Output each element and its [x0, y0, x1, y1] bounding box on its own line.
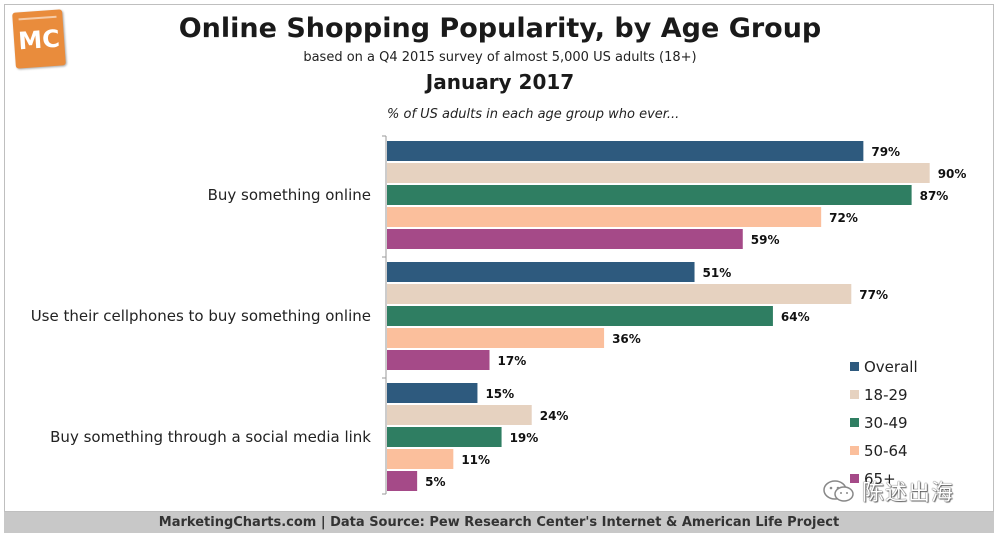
legend-label: 18-29 — [864, 386, 908, 404]
data-label: 17% — [498, 354, 527, 368]
bar — [387, 328, 605, 348]
legend-swatch — [850, 418, 859, 427]
watermark-text: 陈述出海 — [862, 481, 955, 506]
chart-subtitle: based on a Q4 2015 survey of almost 5,00… — [303, 50, 697, 65]
bar — [387, 449, 454, 469]
data-label: 19% — [510, 431, 539, 445]
data-label: 15% — [485, 387, 514, 401]
data-label: 24% — [540, 409, 569, 423]
data-label: 64% — [781, 310, 810, 324]
bar — [387, 262, 695, 282]
legend-label: Overall — [864, 358, 918, 376]
chart-annotation: % of US adults in each age group who eve… — [387, 107, 680, 122]
bar — [387, 383, 478, 403]
data-label: 36% — [612, 332, 641, 346]
legend-swatch — [850, 474, 859, 483]
bar — [387, 350, 490, 370]
data-label: 72% — [829, 211, 858, 225]
data-label: 79% — [871, 145, 900, 159]
data-label: 51% — [703, 266, 732, 280]
legend-swatch — [850, 390, 859, 399]
bar — [387, 471, 418, 491]
bar-chart: Buy something online 79% 90% 87% 72% 59% Use t… — [31, 135, 967, 495]
data-label: 77% — [859, 288, 888, 302]
watermark: 陈述出海 — [822, 476, 982, 506]
legend-swatch — [850, 446, 859, 455]
bar — [387, 427, 502, 447]
chart-title: Online Shopping Popularity, by Age Group — [178, 13, 822, 44]
category-label: Buy something through a social media lin… — [50, 428, 371, 446]
bar — [387, 163, 930, 183]
bar — [387, 207, 822, 227]
data-label: 90% — [938, 167, 967, 181]
data-label: 5% — [425, 475, 445, 489]
legend-label: 65+ — [864, 470, 896, 488]
chart-date: January 2017 — [425, 70, 575, 94]
category-label: Use their cellphones to buy something on… — [31, 307, 371, 325]
source-footer: MarketingCharts.com | Data Source: Pew R… — [4, 512, 994, 533]
bar — [387, 284, 852, 304]
category-label: Buy something online — [208, 186, 371, 204]
legend-label: 30-49 — [864, 414, 908, 432]
bar — [387, 229, 743, 249]
data-label: 11% — [461, 453, 490, 467]
legend-label: 50-64 — [864, 442, 908, 460]
data-label: 87% — [920, 189, 949, 203]
legend-swatch — [850, 362, 859, 371]
wechat-icon — [822, 479, 856, 503]
data-label: 59% — [751, 233, 780, 247]
bar — [387, 141, 864, 161]
bar — [387, 405, 532, 425]
bar — [387, 306, 773, 326]
bar — [387, 185, 912, 205]
